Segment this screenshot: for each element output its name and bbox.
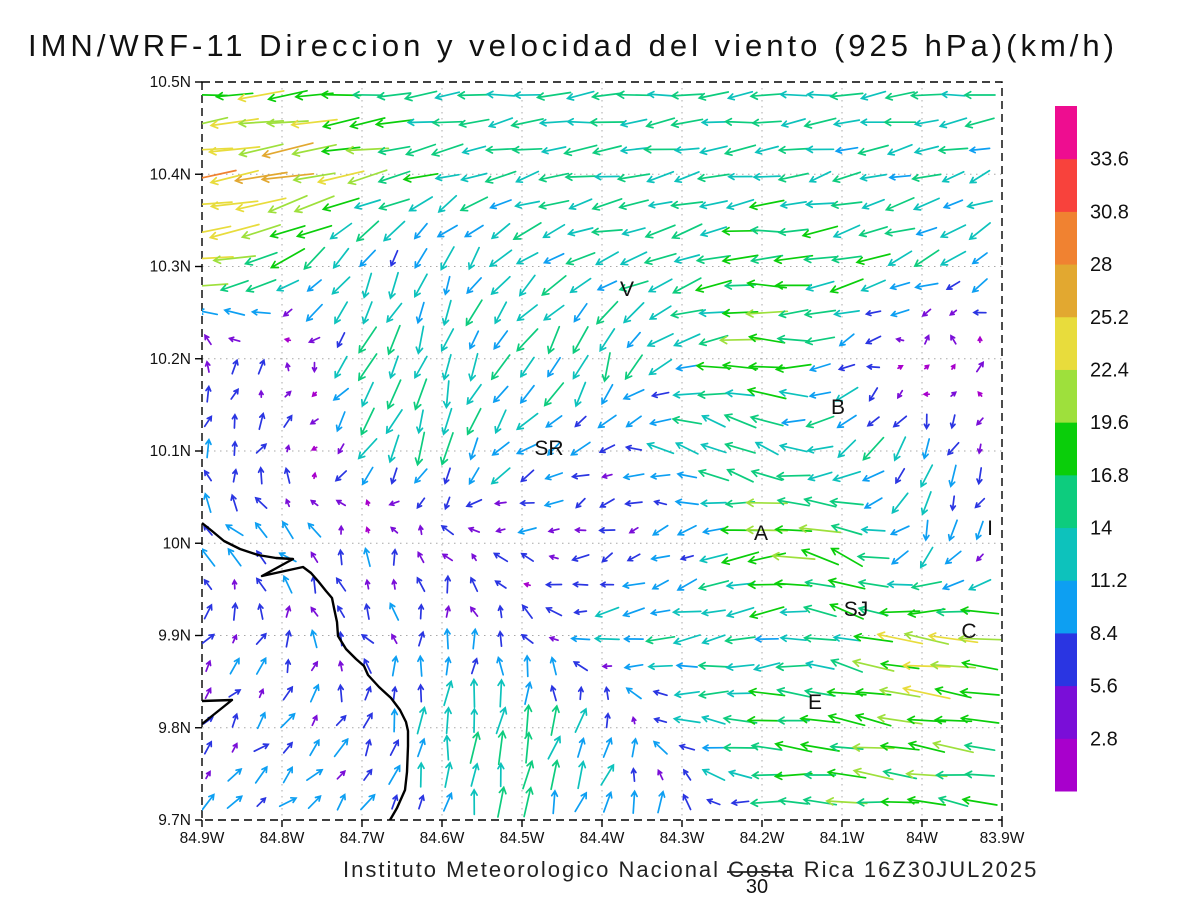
colorbar-tick-label: 22.4 — [1090, 359, 1129, 381]
x-axis-tick-label: 84.2W — [740, 830, 785, 847]
y-axis-tick-label: 10.3N — [150, 259, 191, 276]
colorbar-segment — [1055, 685, 1077, 739]
city-label: E — [808, 691, 822, 714]
colorbar-tick-label: 11.2 — [1090, 570, 1127, 592]
colorbar-tick-label: 5.6 — [1090, 676, 1118, 698]
colorbar-segment — [1055, 264, 1077, 318]
colorbar-tick-label: 16.8 — [1090, 465, 1129, 487]
x-axis-tick-label: 84.7W — [340, 830, 385, 847]
wind-arrows — [202, 89, 1002, 818]
city-label: SR — [534, 437, 563, 460]
colorbar-segment — [1055, 422, 1077, 476]
colorbar-tick-label: 19.6 — [1090, 412, 1129, 434]
y-axis-tick-label: 10N — [163, 535, 191, 552]
colorbar-segment — [1055, 527, 1077, 581]
city-label: B — [831, 396, 845, 419]
x-axis-tick-label: 84.3W — [660, 830, 705, 847]
page-title: IMN/WRF-11 Direccion y velocidad del vie… — [28, 28, 1118, 63]
x-axis-tick-label: 84.9W — [180, 830, 225, 847]
y-axis-tick-label: 9.8N — [158, 720, 191, 737]
colorbar-segment — [1055, 369, 1077, 423]
colorbar-segment — [1055, 316, 1077, 370]
colorbar-segment — [1055, 158, 1077, 212]
coastline — [201, 522, 410, 821]
x-axis-tick-label: 83.9W — [980, 830, 1025, 847]
y-axis-tick-label: 10.4N — [150, 166, 191, 183]
city-label: C — [961, 620, 976, 643]
x-axis-tick-label: 84.1W — [820, 830, 865, 847]
y-axis-tick-label: 10.5N — [150, 74, 191, 91]
colorbar-tick-label: 25.2 — [1090, 307, 1129, 329]
colorbar-tick-label: 2.8 — [1090, 728, 1118, 750]
x-axis-tick-label: 84W — [906, 830, 938, 847]
reference-vector-label: 30 — [746, 876, 768, 898]
colorbar-tick-label: 8.4 — [1090, 623, 1118, 645]
colorbar-segment — [1055, 211, 1077, 265]
colorbar-segment — [1055, 580, 1077, 634]
y-axis-tick-label: 9.9N — [158, 628, 191, 645]
x-axis-tick-label: 84.8W — [260, 830, 305, 847]
axis-ticks — [195, 81, 1003, 827]
colorbar-tick-label: 33.6 — [1090, 149, 1129, 171]
colorbar-segment — [1055, 632, 1077, 687]
x-axis-tick-label: 84.5W — [500, 830, 545, 847]
x-axis-tick-label: 84.6W — [420, 830, 465, 847]
city-label: SJ — [844, 598, 869, 621]
x-axis-tick-label: 84.4W — [580, 830, 625, 847]
coastline — [201, 698, 234, 725]
city-label: I — [987, 517, 993, 540]
colorbar: 33.6 30.8 28 25.2 22.4 19.6 16.8 14 11.2 8.4 5.6 2.… — [1055, 106, 1129, 792]
y-axis-tick-label: 10.1N — [150, 443, 191, 460]
city-label: V — [620, 278, 634, 301]
colorbar-tick-label: 30.8 — [1090, 201, 1129, 223]
colorbar-segment — [1055, 738, 1077, 792]
y-axis-tick-label: 9.7N — [158, 812, 191, 829]
institute-caption: Instituto Meteorologico Nacional Costa R… — [343, 857, 1039, 882]
colorbar-segment — [1055, 106, 1077, 160]
colorbar-tick-label: 28 — [1090, 254, 1112, 276]
city-label: A — [754, 522, 768, 545]
y-axis-tick-label: 10.2N — [150, 351, 191, 368]
colorbar-tick-label: 14 — [1090, 518, 1112, 540]
colorbar-segment — [1055, 474, 1077, 529]
